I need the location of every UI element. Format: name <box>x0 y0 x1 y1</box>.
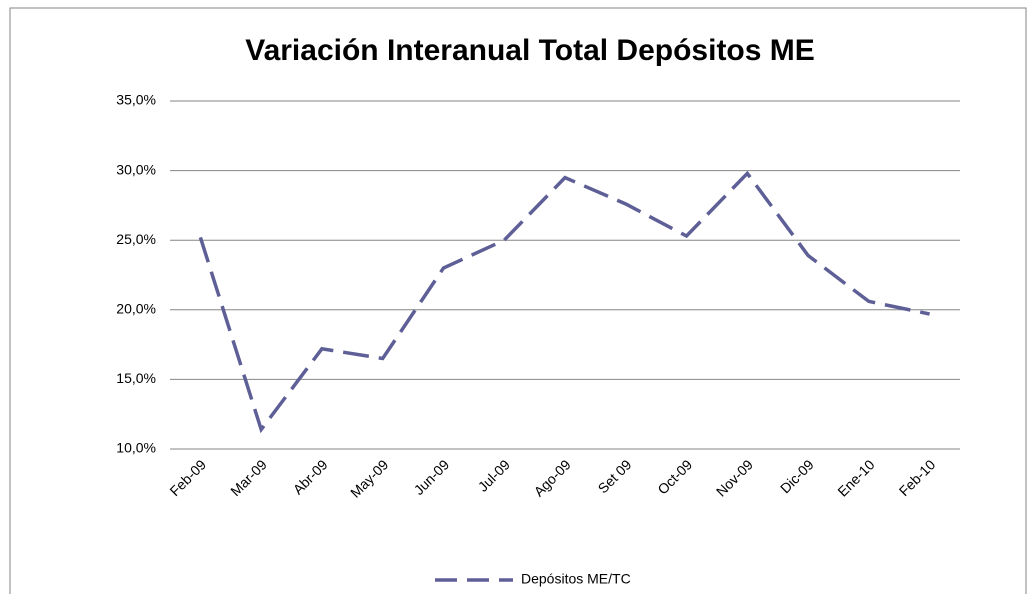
chart-frame <box>9 7 1027 599</box>
y-tick-label: 25,0% <box>116 231 156 247</box>
y-tick-label: 10,0% <box>116 440 156 456</box>
legend-label: Depósitos ME/TC <box>521 571 631 587</box>
y-tick-label: 35,0% <box>116 92 156 108</box>
chart-title: Variación Interanual Total Depósitos ME <box>245 34 815 67</box>
y-tick-label: 30,0% <box>116 161 156 177</box>
y-tick-label: 20,0% <box>116 301 156 317</box>
data-line <box>198 170 930 434</box>
y-tick-label: 15,0% <box>116 370 156 386</box>
